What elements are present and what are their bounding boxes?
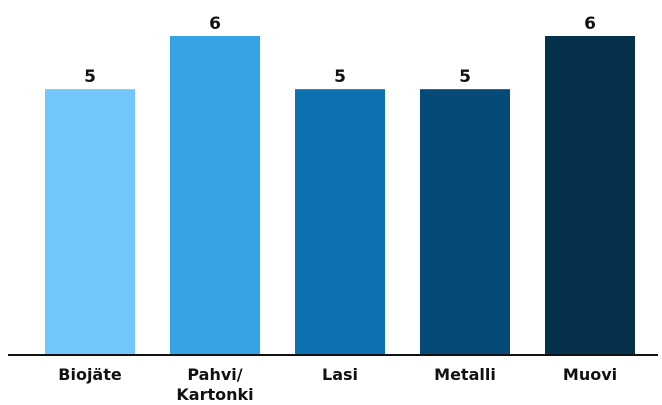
bar-value-label-2: 5 xyxy=(334,67,346,87)
bar-2 xyxy=(295,89,385,356)
bar-1 xyxy=(170,36,260,355)
bar-value-label-1: 6 xyxy=(209,14,221,34)
x-tick-labels-group: Biojäte Pahvi/Kartonki Lasi Metalli Muovi xyxy=(58,365,617,404)
x-tick-label-1-line-1: Kartonki xyxy=(176,385,253,404)
value-labels-group: 5 6 5 5 6 xyxy=(84,14,596,87)
x-tick-label-0: Biojäte xyxy=(58,365,122,384)
bar-3 xyxy=(420,89,510,356)
x-tick-label-2: Lasi xyxy=(322,365,358,384)
x-tick-label-1-line-0: Pahvi/ xyxy=(187,365,242,384)
bar-value-label-3: 5 xyxy=(459,67,471,87)
bar-value-label-4: 6 xyxy=(584,14,596,34)
bar-0 xyxy=(45,89,135,356)
bar-4 xyxy=(545,36,635,355)
x-tick-label-3: Metalli xyxy=(434,365,496,384)
bar-value-label-0: 5 xyxy=(84,67,96,87)
bars-group xyxy=(45,36,635,356)
x-tick-label-4: Muovi xyxy=(563,365,617,384)
